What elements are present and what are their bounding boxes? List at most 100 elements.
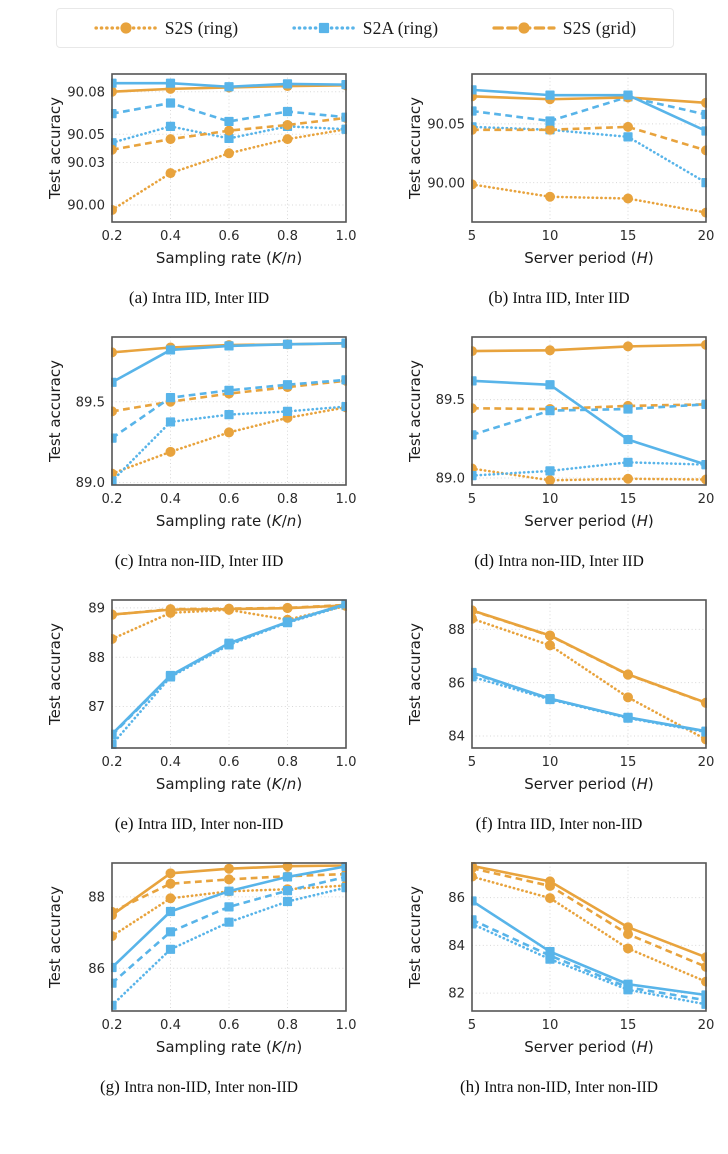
- series-marker: [545, 380, 555, 390]
- series-marker: [224, 604, 234, 615]
- y-tick-label: 90.03: [67, 156, 105, 171]
- series-line: [471, 918, 707, 1002]
- series-marker: [165, 670, 176, 681]
- x-tick-label: 1.0: [336, 492, 357, 507]
- y-tick-label: 90.00: [427, 176, 465, 191]
- series-marker: [623, 434, 633, 445]
- caption-letter: (f): [475, 814, 497, 833]
- series-marker: [545, 640, 555, 651]
- series-marker: [623, 473, 633, 484]
- legend-sample-circle-icon: [94, 22, 158, 34]
- series-line: [471, 671, 707, 733]
- chart-c: 0.2 0.4 0.6 0.8 1.0 89.0 89.5 Sampling rate (K/…: [46, 336, 357, 530]
- series-marker: [623, 929, 633, 940]
- series-marker: [224, 886, 234, 896]
- series-marker: [545, 630, 555, 641]
- y-tick-label: 88: [88, 651, 105, 666]
- subplot-e: 0.2 0.4 0.6 0.8 1.0 87 88 89 Sampling rate (K/n)…: [38, 588, 360, 810]
- series-line: [471, 343, 707, 353]
- y-tick-label: 86: [448, 891, 465, 906]
- series-line: [471, 125, 707, 184]
- x-axis-title: Server period (H): [524, 512, 654, 530]
- series-marker: [165, 893, 176, 904]
- x-tick-label: 0.6: [219, 229, 240, 244]
- series-marker: [545, 345, 555, 356]
- subplot-h: 5 10 15 20 82 84 86 Server period (H) Test accur…: [398, 851, 720, 1073]
- subplot-c: 0.2 0.4 0.6 0.8 1.0 89.0 89.5 Sampling rate (K/…: [38, 325, 360, 547]
- series-line: [471, 95, 707, 123]
- y-tick-label: 90.05: [427, 118, 465, 133]
- y-axis-title: Test accuracy: [406, 886, 424, 989]
- caption-d: (d) Intra non-IID, Inter IID: [398, 551, 720, 571]
- caption-g: (g) Intra non-IID, Inter non-IID: [26, 1077, 372, 1097]
- series-marker: [623, 692, 633, 703]
- x-axis-title: Sampling rate (K/n): [156, 775, 302, 793]
- x-tick-label: 0.6: [219, 492, 240, 507]
- series-marker: [224, 427, 234, 438]
- y-tick-label: 87: [88, 700, 105, 715]
- y-tick-label: 89: [88, 601, 105, 616]
- y-tick-label: 84: [448, 730, 465, 745]
- legend-entry-3[interactable]: S2S (grid): [492, 18, 636, 39]
- caption-text: Intra non-IID, Inter IID: [137, 553, 284, 570]
- series-marker: [165, 417, 176, 427]
- series-marker: [282, 134, 293, 145]
- series-marker: [165, 868, 176, 879]
- series-marker: [165, 927, 176, 937]
- chart-b: 5 10 15 20 90.00 90.05 Server period (H) Test a…: [406, 73, 714, 267]
- y-tick-label: 90.08: [67, 85, 105, 100]
- series-marker: [623, 341, 633, 352]
- caption-text: Intra non-IID, Inter non-IID: [124, 1079, 298, 1096]
- x-tick-label: 0.8: [277, 492, 298, 507]
- chart-e: 0.2 0.4 0.6 0.8 1.0 87 88 89 Sampling rate (K/n)…: [46, 599, 356, 793]
- series-line: [111, 378, 347, 440]
- axes-frame: [111, 599, 347, 749]
- series-marker: [165, 168, 176, 179]
- caption-text: Intra IID, Inter non-IID: [496, 816, 643, 833]
- subplot-f: 5 10 15 20 84 86 88 Server period (H) Test accur…: [398, 588, 720, 810]
- series-marker: [165, 78, 176, 88]
- x-tick-label: 15: [620, 755, 637, 770]
- series-marker: [224, 341, 234, 351]
- series-marker: [545, 475, 555, 486]
- series-marker: [165, 878, 176, 889]
- series-marker: [623, 90, 633, 100]
- series-marker: [224, 638, 234, 648]
- x-tick-label: 5: [468, 492, 476, 507]
- caption-text: Intra IID, Inter non-IID: [137, 816, 284, 833]
- series-marker: [165, 121, 176, 131]
- series-line: [111, 116, 347, 152]
- x-tick-label: 5: [468, 1018, 476, 1033]
- series-line: [471, 864, 707, 959]
- x-tick-label: 0.6: [219, 1018, 240, 1033]
- legend-label: S2S (grid): [562, 17, 637, 38]
- legend-entry-1[interactable]: S2S (ring): [94, 18, 238, 39]
- axes-frame: [111, 336, 347, 486]
- legend-label: S2S (ring): [164, 17, 239, 38]
- series-line: [471, 922, 707, 1006]
- series-marker: [165, 446, 176, 457]
- y-axis-title: Test accuracy: [406, 360, 424, 463]
- x-tick-label: 0.4: [160, 755, 181, 770]
- series-marker: [224, 902, 234, 912]
- series-marker: [545, 694, 555, 704]
- y-tick-label: 86: [448, 676, 465, 691]
- series-marker: [282, 617, 293, 627]
- caption-text: Intra IID, Inter IID: [512, 290, 630, 307]
- series-line: [472, 125, 707, 152]
- x-tick-label: 0.8: [277, 229, 298, 244]
- x-tick-label: 10: [542, 492, 559, 507]
- series-marker: [623, 404, 633, 414]
- axes-frame: [111, 862, 347, 1012]
- series-marker: [545, 406, 555, 416]
- legend-entry-2[interactable]: S2A (ring): [292, 18, 438, 39]
- chart-h: 5 10 15 20 82 84 86 Server period (H) Test accur…: [406, 862, 714, 1056]
- series-line: [471, 875, 707, 983]
- x-tick-label: 0.2: [102, 1018, 123, 1033]
- x-tick-label: 0.4: [160, 229, 181, 244]
- caption-letter: (e): [114, 814, 138, 833]
- series-marker: [623, 922, 633, 933]
- series-marker: [165, 345, 176, 355]
- series-marker: [282, 862, 293, 872]
